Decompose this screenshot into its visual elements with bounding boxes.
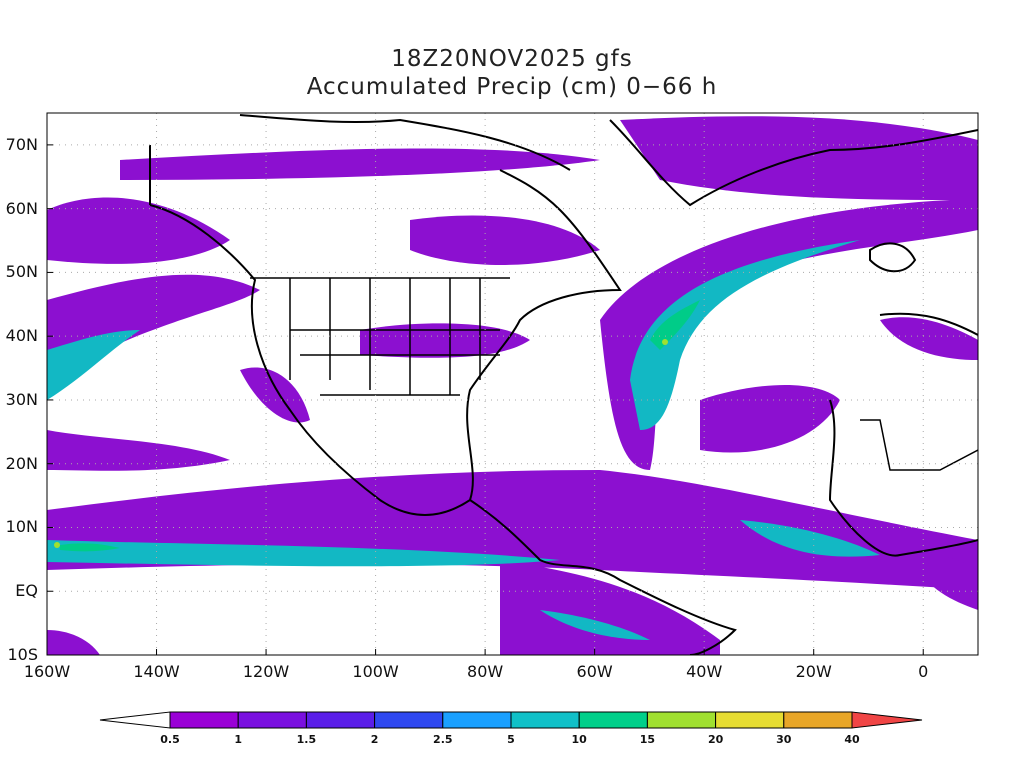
lon-label: 100W — [352, 662, 399, 681]
axis-ticks — [46, 144, 924, 656]
colorbar-box — [374, 711, 444, 729]
lat-label: 70N — [5, 134, 38, 154]
colorbar-label: 20 — [707, 733, 724, 746]
colorbar-box — [783, 711, 853, 729]
lon-label: 20W — [795, 662, 832, 681]
map-subtitle: Accumulated Precip (cm) 0−66 h — [306, 74, 718, 100]
lon-label: 60W — [576, 662, 613, 681]
map-frame — [46, 112, 979, 656]
lat-label: 10S — [7, 645, 38, 664]
precip-field — [47, 114, 978, 655]
lat-label: 10N — [5, 517, 38, 537]
lon-label: 0 — [918, 662, 929, 681]
colorbar-box — [510, 711, 580, 729]
colorbar-box — [442, 711, 512, 729]
colorbar-box — [578, 711, 648, 729]
lon-label: 160W — [23, 662, 71, 681]
lon-label: 80W — [467, 662, 504, 681]
colorbar-box — [237, 711, 307, 729]
lon-label: 120W — [242, 662, 290, 681]
colorbar-box — [169, 711, 239, 729]
colorbar-label: 40 — [844, 733, 860, 746]
lat-label: 40N — [5, 326, 38, 346]
lat-label: 50N — [5, 262, 38, 282]
colorbar-label: 10 — [571, 733, 587, 746]
colorbar-label: 2.5 — [433, 733, 453, 746]
colorbar-under-triangle — [99, 711, 171, 729]
colorbar-box — [305, 711, 376, 729]
colorbar-label: 0.5 — [160, 733, 180, 746]
lat-label: 30N — [5, 389, 38, 409]
lat-label: 20N — [5, 453, 38, 473]
colorbar-over-triangle — [851, 711, 923, 729]
colorbar-box — [715, 711, 785, 729]
colorbar — [99, 711, 923, 729]
colorbar-label: 1.5 — [296, 733, 317, 746]
colorbar-box — [646, 711, 717, 729]
colorbar-label: 15 — [639, 733, 656, 746]
colorbar-label: 1 — [234, 733, 243, 746]
lon-label: 40W — [686, 662, 723, 681]
lat-lon-gridlines — [47, 113, 978, 655]
colorbar-label: 30 — [776, 733, 792, 746]
colorbar-label: 2 — [370, 733, 379, 746]
lat-label: 60N — [5, 198, 38, 218]
colorbar-label: 5 — [507, 733, 515, 746]
map-title: 18Z20NOV2025 gfs — [391, 46, 633, 72]
lon-label: 140W — [133, 662, 180, 681]
lat-label: EQ — [15, 581, 38, 601]
